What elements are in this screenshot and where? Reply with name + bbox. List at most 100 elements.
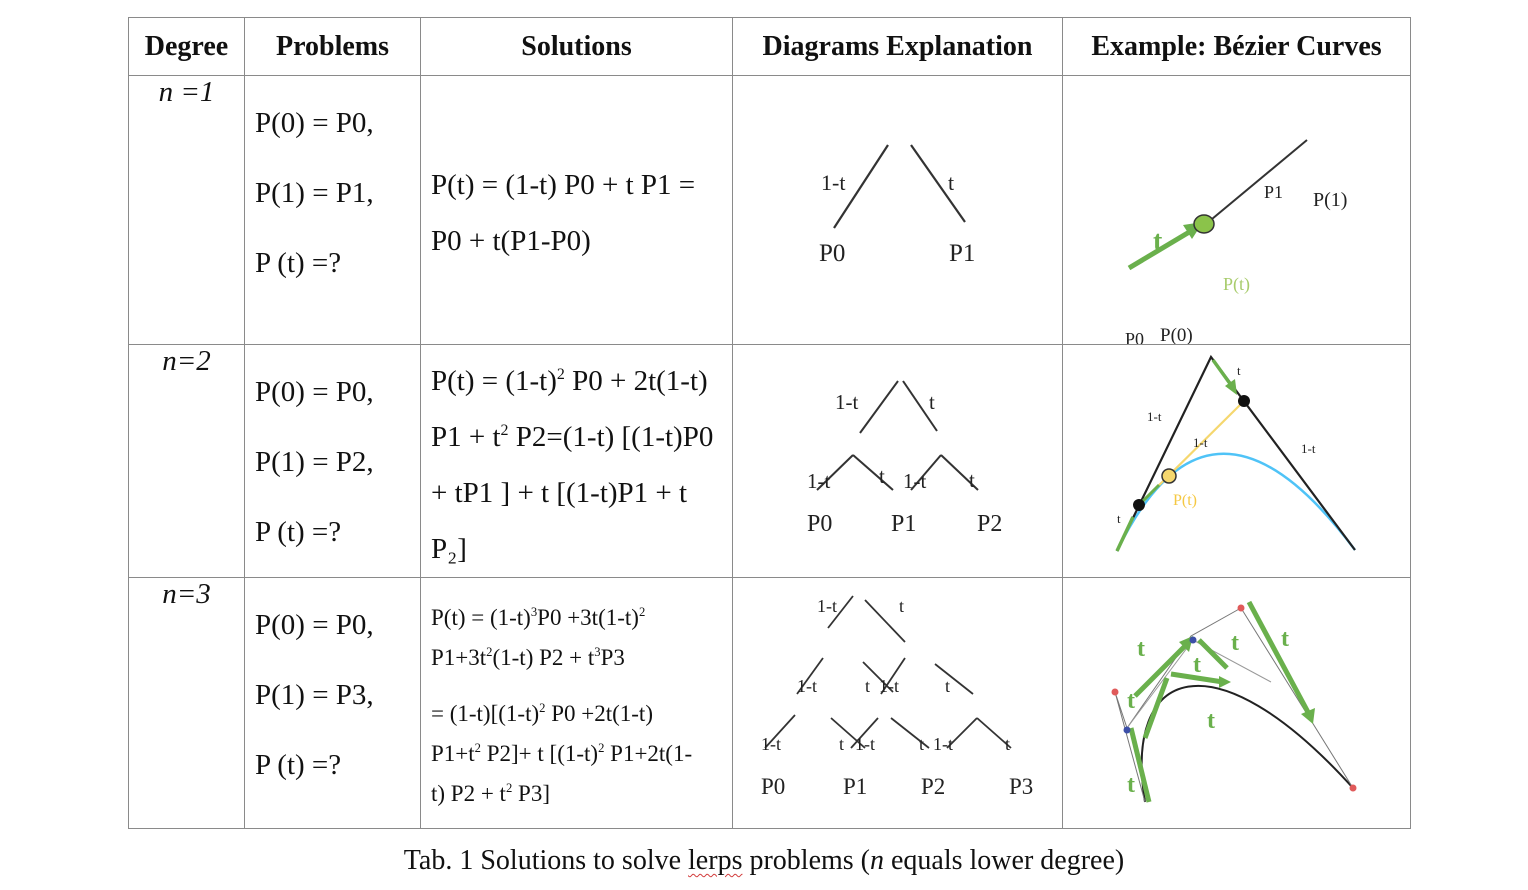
point-label: P0: [1125, 329, 1144, 344]
solution-line: P1+3t2(1-t) P2 + t3P3: [431, 645, 625, 670]
tree-edge: [833, 144, 889, 229]
weight-label: 1-t: [761, 734, 781, 754]
caption-flagged-word: lerps: [688, 845, 743, 876]
weight-label: t: [929, 390, 935, 414]
example-cell: t 1-t 1-t 1-t t P(t): [1062, 344, 1411, 578]
point-label: P(t): [1173, 492, 1197, 509]
point-label: P2: [921, 774, 945, 799]
weight-label: 1-t: [1147, 409, 1162, 424]
solution-line: P0 + t(P1-P0): [431, 225, 591, 257]
solution-line: + tP1 ] + t [(1-t)P1 + t: [431, 477, 688, 509]
solution-cell: P(t) = (1-t) P0 + t P1 = P0 + t(P1-P0): [420, 75, 733, 345]
point-label: P2: [977, 511, 1002, 537]
header-example: Example: Bézier Curves: [1062, 17, 1411, 76]
point-label: P0: [819, 240, 845, 267]
caption-suffix: equals lower degree): [884, 845, 1125, 876]
weight-label: 1-t: [855, 734, 875, 754]
tree-edge: [864, 599, 906, 643]
diagram-cell: 1-t t 1-t t 1-t t 1-t t 1-t t 1-t t P0 P…: [732, 577, 1063, 829]
arrow-shaft: [1115, 516, 1135, 552]
point-label: P(0): [1160, 325, 1193, 344]
header-degree: Degree: [128, 17, 245, 76]
solution-line: P(t) = (1-t)3P0 +3t(1-t)2: [431, 605, 646, 630]
arrow-shaft: [1127, 228, 1193, 271]
table-caption: Tab. 1 Solutions to solve lerps problems…: [0, 845, 1528, 877]
tree-edge: [850, 717, 879, 749]
weight-label: t: [839, 734, 844, 754]
weight-label: 1-t: [817, 596, 837, 616]
caption-prefix: Tab. 1 Solutions to solve: [403, 845, 689, 876]
solution-line: P(t) = (1-t)2 P0 + 2t(1-t): [431, 365, 708, 397]
weight-label: 1-t: [933, 734, 953, 754]
t-label: t: [1193, 652, 1201, 678]
tree-edge: [910, 454, 942, 491]
control-point: [1189, 636, 1197, 644]
t-label: t: [1127, 688, 1135, 714]
lerp-tree-diagram-n1: 1-t t P0 P1: [819, 144, 975, 267]
problem-line: P(0) = P0,: [255, 107, 374, 139]
lerp-tree-diagram-n2: 1-t t 1-t t 1-t t P0 P1 P2: [807, 380, 1002, 537]
bezier-curve: [1140, 684, 1354, 803]
problem-line: P(1) = P1,: [255, 177, 374, 209]
t-label: t: [1207, 708, 1215, 734]
point-label: P1: [949, 240, 975, 267]
weight-label: t: [1117, 511, 1121, 526]
problems-cell: P(0) = P0, P(1) = P1, P (t) =?: [244, 75, 421, 345]
control-point: [1123, 726, 1131, 734]
weight-label: 1-t: [821, 170, 845, 195]
example-cell: t t t t t t t: [1062, 577, 1411, 829]
weight-label: 1-t: [879, 676, 899, 696]
problem-line: P (t) =?: [255, 247, 342, 279]
point-label: P(t): [1223, 274, 1250, 295]
tree-edge: [764, 714, 796, 749]
solution-line: P1+t2 P2]+ t [(1-t)2 P1+2t(1-: [431, 741, 693, 766]
weight-label: 1-t: [835, 390, 858, 414]
weight-label: t: [919, 734, 924, 754]
arrow-shaft: [1170, 671, 1224, 685]
tree-edge: [827, 595, 854, 629]
weight-label: t: [1237, 363, 1241, 378]
header-diagrams: Diagrams Explanation: [732, 17, 1063, 76]
problem-line: P(1) = P2,: [255, 446, 374, 478]
control-point: [1237, 604, 1245, 612]
weight-label: 1-t: [1193, 435, 1208, 450]
tree-edge: [940, 454, 979, 491]
arrow-shaft: [1141, 483, 1161, 503]
lerp-table: Degree Problems Solutions Diagrams Expla…: [128, 17, 1411, 829]
moving-point: [1193, 214, 1215, 234]
tree-edge: [816, 454, 854, 491]
problem-line: P (t) =?: [255, 516, 342, 548]
degree-cell: n=2: [128, 344, 245, 578]
point-label: P0: [807, 511, 832, 537]
problem-line: P(0) = P0,: [255, 609, 374, 641]
diagram-cell: 1-t t P0 P1: [732, 75, 1063, 345]
control-point: [1133, 499, 1145, 511]
tree-edge: [890, 717, 930, 749]
weight-label: 1-t: [797, 676, 817, 696]
solution-line: P₂]: [431, 533, 467, 565]
header-solutions: Solutions: [420, 17, 733, 76]
control-polygon: [1114, 607, 1354, 803]
header-row: Degree Problems Solutions Diagrams Expla…: [128, 17, 1411, 76]
table-row-n1: n =1 P(0) = P0, P(1) = P1, P (t) =? P(t)…: [128, 75, 1411, 345]
arrow-shaft: [1197, 638, 1229, 670]
solution-cell: P(t) = (1-t)2 P0 + 2t(1-t) P1 + t2 P2=(1…: [420, 344, 733, 578]
point-label: P1: [891, 511, 916, 537]
tree-edge: [796, 657, 824, 695]
diagram-cell: 1-t t 1-t t 1-t t P0 P1 P2: [732, 344, 1063, 578]
arrow-shaft: [1128, 727, 1152, 803]
caption-middle: problems (: [742, 845, 870, 876]
weight-label: 1-t: [1301, 441, 1316, 456]
moving-point: [1161, 468, 1177, 484]
tree-edge: [862, 661, 894, 693]
weight-label: t: [1005, 734, 1010, 754]
degree-cell: n=3: [128, 577, 245, 829]
caption-italic: n: [870, 845, 884, 876]
control-point: [1111, 688, 1119, 696]
t-label: t: [1231, 630, 1239, 656]
point-label: P3: [1009, 774, 1033, 799]
problem-line: P (t) =?: [255, 749, 342, 781]
solution-line: t) P2 + t2 P3]: [431, 781, 550, 806]
control-point: [1349, 784, 1357, 792]
control-point: [1238, 395, 1250, 407]
